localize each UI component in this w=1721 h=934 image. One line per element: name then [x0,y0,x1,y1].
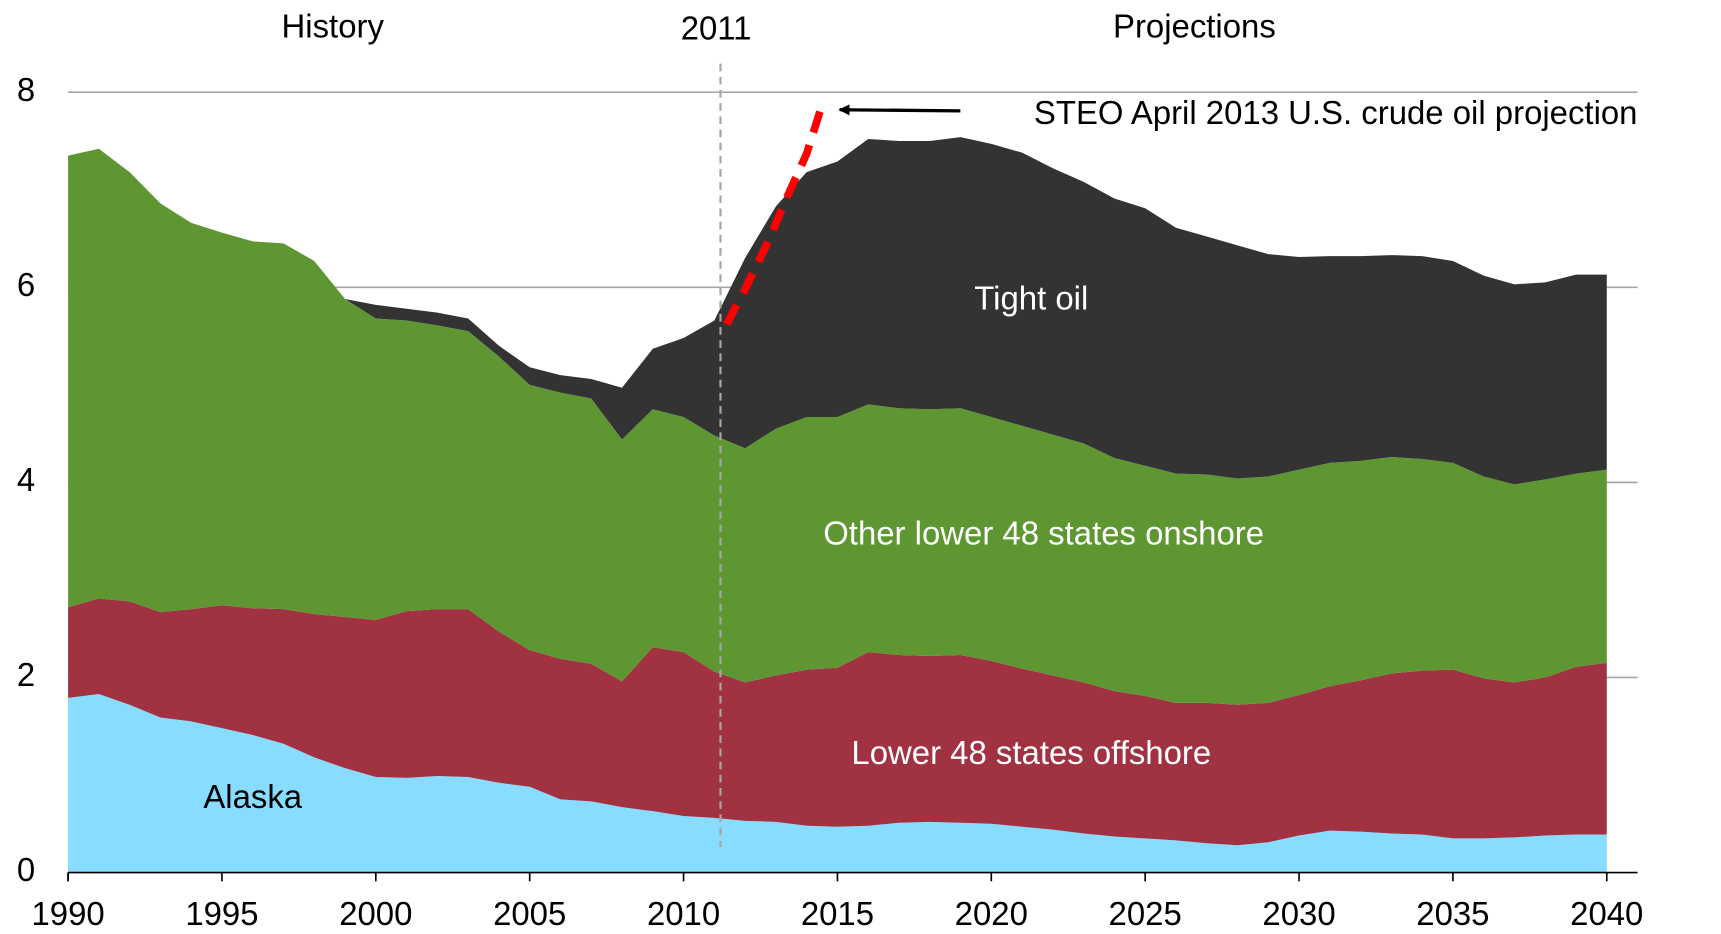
annotation: Projections [1113,7,1276,44]
x-tick-label: 2010 [647,895,720,932]
series-label: Other lower 48 states onshore [823,515,1264,552]
divider-label: 2011 [681,9,752,46]
area [68,694,1607,873]
overlay: Alaska Lower 48 states offshore Other lowe… [31,7,1643,932]
area [68,598,1607,846]
arrow [838,104,961,116]
y-tick-label: 4 [17,461,35,498]
x-tick-label: 2000 [339,895,412,932]
x-tick-label: 2040 [1570,895,1643,932]
y-tick-label: 8 [17,71,35,108]
y-tick-label: 2 [17,656,35,693]
x-tick-label: 2020 [955,895,1028,932]
x-tick-label: 1995 [185,895,258,932]
y-tick-label: 0 [17,851,35,888]
x-tick-label: 2015 [801,895,874,932]
y-tick-label: 6 [17,266,35,303]
x-tick-label: 2025 [1109,895,1182,932]
areas [68,137,1607,873]
series-label: Tight oil [974,280,1088,317]
x-tick-label: 2005 [493,895,566,932]
x-tick-label: 2030 [1262,895,1335,932]
series-label: Lower 48 states offshore [851,734,1211,771]
area [68,137,1607,485]
x-tick-label: 2035 [1416,895,1489,932]
annotation: History [282,7,385,44]
projection-label: STEO April 2013 U.S. crude oil projectio… [1034,94,1638,131]
projection-line [723,99,827,327]
area [68,148,1607,705]
series-label: Alaska [203,778,302,815]
x-tick-label: 1990 [31,895,104,932]
